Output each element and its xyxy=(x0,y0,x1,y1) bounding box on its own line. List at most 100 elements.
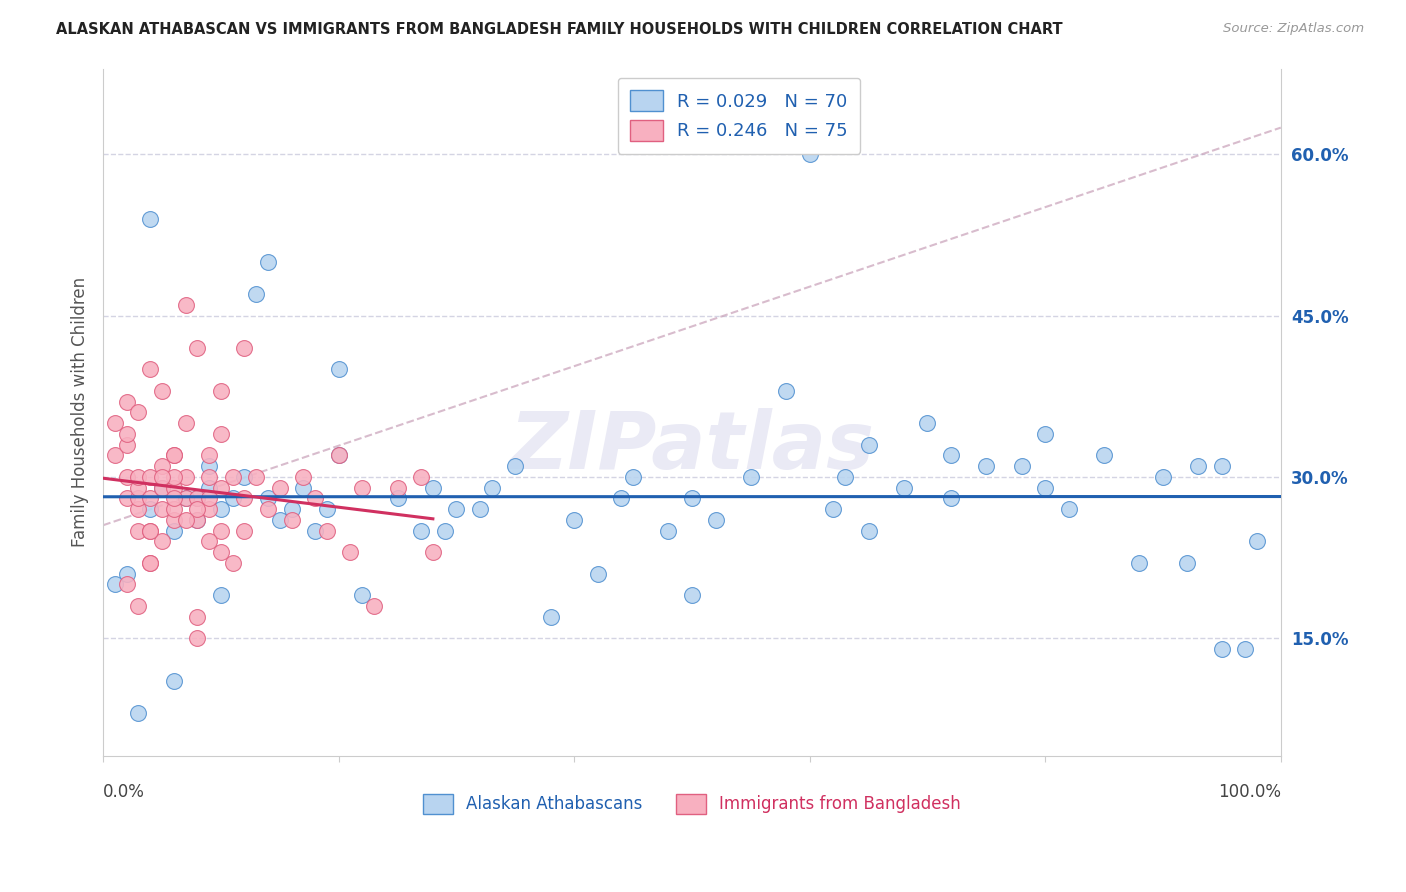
Point xyxy=(198,534,221,549)
Point xyxy=(127,405,149,419)
Point xyxy=(1033,481,1056,495)
Point xyxy=(198,491,221,506)
Point xyxy=(446,502,468,516)
Point xyxy=(422,545,444,559)
Point xyxy=(139,524,162,538)
Point xyxy=(269,481,291,495)
Point xyxy=(163,481,186,495)
Point xyxy=(104,449,127,463)
Point xyxy=(586,566,609,581)
Point xyxy=(257,255,280,269)
Point xyxy=(363,599,385,613)
Point xyxy=(245,470,267,484)
Point xyxy=(209,524,232,538)
Point xyxy=(562,513,585,527)
Point xyxy=(127,491,149,506)
Point xyxy=(163,491,186,506)
Point xyxy=(304,491,326,506)
Point xyxy=(209,481,232,495)
Point xyxy=(1187,459,1209,474)
Point xyxy=(292,470,315,484)
Point xyxy=(315,524,337,538)
Point xyxy=(657,524,679,538)
Point xyxy=(139,556,162,570)
Point xyxy=(245,287,267,301)
Point xyxy=(115,437,138,451)
Point xyxy=(1175,556,1198,570)
Point xyxy=(939,449,962,463)
Point xyxy=(257,502,280,516)
Point xyxy=(681,491,703,506)
Point xyxy=(409,470,432,484)
Point xyxy=(186,341,208,355)
Point xyxy=(233,470,256,484)
Point xyxy=(186,631,208,645)
Point xyxy=(939,491,962,506)
Point xyxy=(209,545,232,559)
Point xyxy=(233,491,256,506)
Point xyxy=(186,491,208,506)
Point xyxy=(174,491,197,506)
Point xyxy=(150,384,173,398)
Legend: Alaskan Athabascans, Immigrants from Bangladesh: Alaskan Athabascans, Immigrants from Ban… xyxy=(413,784,972,823)
Point xyxy=(115,394,138,409)
Point xyxy=(409,524,432,538)
Point xyxy=(150,502,173,516)
Point xyxy=(1128,556,1150,570)
Point xyxy=(104,416,127,430)
Point xyxy=(269,513,291,527)
Text: ALASKAN ATHABASCAN VS IMMIGRANTS FROM BANGLADESH FAMILY HOUSEHOLDS WITH CHILDREN: ALASKAN ATHABASCAN VS IMMIGRANTS FROM BA… xyxy=(56,22,1063,37)
Point xyxy=(834,470,856,484)
Point xyxy=(174,470,197,484)
Y-axis label: Family Households with Children: Family Households with Children xyxy=(72,277,89,548)
Point xyxy=(186,502,208,516)
Point xyxy=(221,470,243,484)
Point xyxy=(150,481,173,495)
Point xyxy=(174,416,197,430)
Point xyxy=(468,502,491,516)
Point xyxy=(163,513,186,527)
Point xyxy=(233,341,256,355)
Point xyxy=(352,588,374,602)
Point xyxy=(621,470,644,484)
Point xyxy=(127,470,149,484)
Point xyxy=(352,481,374,495)
Point xyxy=(233,524,256,538)
Point xyxy=(115,426,138,441)
Point xyxy=(127,502,149,516)
Text: 0.0%: 0.0% xyxy=(103,783,145,801)
Point xyxy=(115,566,138,581)
Point xyxy=(163,673,186,688)
Point xyxy=(1211,459,1233,474)
Point xyxy=(163,470,186,484)
Point xyxy=(127,599,149,613)
Point xyxy=(799,147,821,161)
Point xyxy=(209,502,232,516)
Point xyxy=(186,513,208,527)
Point xyxy=(976,459,998,474)
Point xyxy=(1246,534,1268,549)
Point xyxy=(115,491,138,506)
Point xyxy=(186,609,208,624)
Point xyxy=(150,459,173,474)
Point xyxy=(139,502,162,516)
Point xyxy=(163,449,186,463)
Point xyxy=(328,449,350,463)
Point xyxy=(221,491,243,506)
Point xyxy=(1057,502,1080,516)
Point xyxy=(257,491,280,506)
Point xyxy=(433,524,456,538)
Point xyxy=(198,449,221,463)
Point xyxy=(163,524,186,538)
Point xyxy=(1152,470,1174,484)
Point xyxy=(681,588,703,602)
Point xyxy=(221,556,243,570)
Point xyxy=(422,481,444,495)
Point xyxy=(1092,449,1115,463)
Point xyxy=(150,481,173,495)
Point xyxy=(139,556,162,570)
Point xyxy=(917,416,939,430)
Point xyxy=(150,470,173,484)
Point xyxy=(150,534,173,549)
Point xyxy=(1211,641,1233,656)
